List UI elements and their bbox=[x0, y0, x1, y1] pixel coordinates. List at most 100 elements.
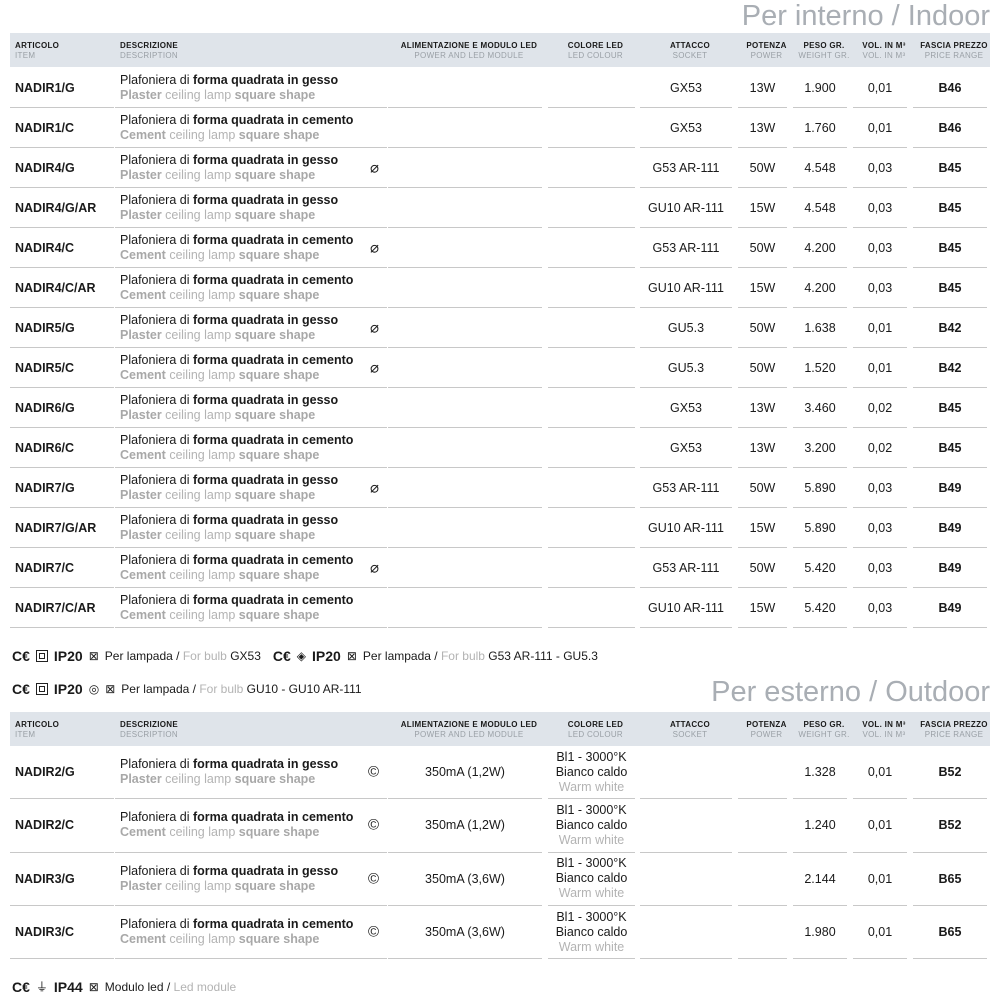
table-row: NADIR4/G/AR Plafoniera di forma quadrata … bbox=[10, 188, 990, 228]
price-range: B46 bbox=[938, 120, 962, 135]
socket: G53 AR-111 bbox=[652, 160, 720, 175]
socket: GU10 AR-111 bbox=[648, 280, 724, 295]
desc-it: Plafoniera di forma quadrata in gesso bbox=[120, 512, 339, 527]
desc-it: Plafoniera di forma quadrata in gesso bbox=[120, 192, 339, 207]
volume: 0,01 bbox=[867, 360, 893, 375]
item-code: NADIR7/G/AR bbox=[15, 520, 97, 535]
cert-line-1: C€ IP20 ⊠ Per lampada / For bulb GX53 C€ ◈… bbox=[12, 648, 598, 664]
no-insulation-icon: ⌀ bbox=[369, 359, 379, 376]
table-row: NADIR1/G Plafoniera di forma quadrata in … bbox=[10, 68, 990, 108]
desc-en: Plaster ceiling lamp square shape bbox=[120, 207, 316, 222]
power: 15W bbox=[749, 280, 776, 295]
cert-line-2: C€ IP20 ◎ ⊠ Per lampada / For bulb GU10 - … bbox=[12, 681, 362, 697]
no-insulation-icon: ⌀ bbox=[369, 239, 379, 256]
table-row: NADIR2/G Plafoniera di forma quadrata in … bbox=[10, 746, 990, 800]
price-range: B45 bbox=[938, 240, 962, 255]
item-code: NADIR3/C bbox=[15, 925, 75, 940]
volume: 0,01 bbox=[867, 818, 893, 833]
volume: 0,03 bbox=[867, 280, 893, 295]
power: 50W bbox=[749, 560, 776, 575]
weight: 4.200 bbox=[804, 280, 836, 295]
price-range: B45 bbox=[938, 400, 962, 415]
volume: 0,03 bbox=[867, 560, 893, 575]
protection-icon: © bbox=[367, 870, 379, 888]
item-code: NADIR6/G bbox=[15, 400, 75, 415]
desc-en: Cement ceiling lamp square shape bbox=[120, 287, 320, 302]
wee-bin-icon: ⊠ bbox=[346, 649, 357, 663]
item-code: NADIR4/C bbox=[15, 240, 75, 255]
desc-it: Plafoniera di forma quadrata in cemento bbox=[120, 592, 354, 607]
column-header: ALIMENTAZIONE E MODULO LED POWER AND LED … bbox=[400, 720, 538, 739]
price-range: B49 bbox=[938, 560, 962, 575]
desc-it: Plafoniera di forma quadrata in cemento bbox=[120, 810, 354, 825]
table-row: NADIR7/G/AR Plafoniera di forma quadrata … bbox=[10, 508, 990, 548]
price-range: B49 bbox=[938, 520, 962, 535]
led-colour: Bl1 - 3000°K Bianco caldo Warm white bbox=[555, 802, 628, 847]
column-header: COLORE LED LED COLOUR bbox=[567, 720, 624, 739]
weight: 1.760 bbox=[804, 120, 836, 135]
table-row: NADIR2/C Plafoniera di forma quadrata in … bbox=[10, 799, 990, 853]
column-header: POTENZA POWER bbox=[746, 41, 787, 60]
table-row: NADIR7/G Plafoniera di forma quadrata in … bbox=[10, 468, 990, 508]
column-header: DESCRIZIONE DESCRIPTION bbox=[120, 720, 178, 739]
outdoor-table-header: ARTICOLO ITEM DESCRIZIONE DESCRIPTION ALIMEN… bbox=[10, 712, 990, 746]
price-range: B45 bbox=[938, 200, 962, 215]
weight: 5.420 bbox=[804, 560, 836, 575]
desc-en: Cement ceiling lamp square shape bbox=[120, 567, 320, 582]
volume: 0,01 bbox=[867, 925, 893, 940]
weight: 3.460 bbox=[804, 400, 836, 415]
socket: G53 AR-111 bbox=[652, 560, 720, 575]
bulb-note: Per lampada / For bulb G53 AR-111 - GU5.… bbox=[362, 649, 598, 663]
price-range: B52 bbox=[938, 765, 962, 780]
price-range: B46 bbox=[938, 80, 962, 95]
desc-it: Plafoniera di forma quadrata in cemento bbox=[120, 917, 354, 932]
item-code: NADIR1/C bbox=[15, 120, 75, 135]
volume: 0,02 bbox=[867, 440, 893, 455]
item-code: NADIR3/G bbox=[15, 871, 75, 886]
earth-icon: ⏚ bbox=[35, 980, 48, 994]
column-header: FASCIA PREZZO PRICE RANGE bbox=[920, 720, 988, 739]
no-insulation-icon: ⌀ bbox=[369, 159, 379, 176]
no-insulation-icon: ⌀ bbox=[369, 479, 379, 496]
table-row: NADIR4/G Plafoniera di forma quadrata in … bbox=[10, 148, 990, 188]
volume: 0,03 bbox=[867, 200, 893, 215]
column-header: VOL. IN M³ VOL. IN M³ bbox=[862, 41, 906, 60]
socket: GX53 bbox=[670, 440, 702, 455]
ip-rating: IP20 bbox=[53, 648, 83, 664]
weight: 1.520 bbox=[804, 360, 836, 375]
volume: 0,03 bbox=[867, 240, 893, 255]
price-range: B65 bbox=[938, 871, 962, 886]
table-row: NADIR7/C/AR Plafoniera di forma quadrata … bbox=[10, 588, 990, 628]
lamp-protection-icon: ◎ bbox=[88, 682, 100, 696]
item-code: NADIR7/C bbox=[15, 560, 75, 575]
column-header: ATTACCO SOCKET bbox=[669, 720, 711, 739]
item-code: NADIR5/C bbox=[15, 360, 75, 375]
table-row: NADIR5/G Plafoniera di forma quadrata in … bbox=[10, 308, 990, 348]
weight: 5.420 bbox=[804, 600, 836, 615]
led-colour: Bl1 - 3000°K Bianco caldo Warm white bbox=[555, 909, 628, 954]
weight: 1.638 bbox=[804, 320, 836, 335]
table-row: NADIR3/G Plafoniera di forma quadrata in … bbox=[10, 853, 990, 906]
socket: GU10 AR-111 bbox=[648, 200, 724, 215]
led-module: 350mA (3,6W) bbox=[425, 871, 505, 886]
table-row: NADIR4/C/AR Plafoniera di forma quadrata … bbox=[10, 268, 990, 308]
column-header: ALIMENTAZIONE E MODULO LED POWER AND LED … bbox=[400, 41, 538, 60]
led-colour: Bl1 - 3000°K Bianco caldo Warm white bbox=[555, 856, 628, 901]
bulb-note: Per lampada / For bulb GU10 - GU10 AR-11… bbox=[121, 682, 362, 696]
weight: 4.548 bbox=[804, 160, 836, 175]
ce-mark-icon: C€ bbox=[12, 681, 30, 697]
power: 15W bbox=[749, 520, 776, 535]
desc-en: Cement ceiling lamp square shape bbox=[120, 127, 320, 142]
desc-it: Plafoniera di forma quadrata in cemento bbox=[120, 232, 354, 247]
desc-it: Plafoniera di forma quadrata in cemento bbox=[120, 112, 354, 127]
power: 50W bbox=[749, 480, 776, 495]
led-colour: Bl1 - 3000°K Bianco caldo Warm white bbox=[555, 749, 628, 794]
ce-mark-icon: C€ bbox=[272, 648, 291, 664]
no-insulation-icon: ⌀ bbox=[369, 319, 379, 336]
volume: 0,03 bbox=[867, 480, 893, 495]
protection-icon: © bbox=[367, 923, 379, 941]
socket: GX53 bbox=[670, 120, 702, 135]
table-row: NADIR1/C Plafoniera di forma quadrata in … bbox=[10, 108, 990, 148]
desc-it: Plafoniera di forma quadrata in gesso bbox=[120, 863, 339, 878]
desc-en: Cement ceiling lamp square shape bbox=[120, 825, 320, 840]
